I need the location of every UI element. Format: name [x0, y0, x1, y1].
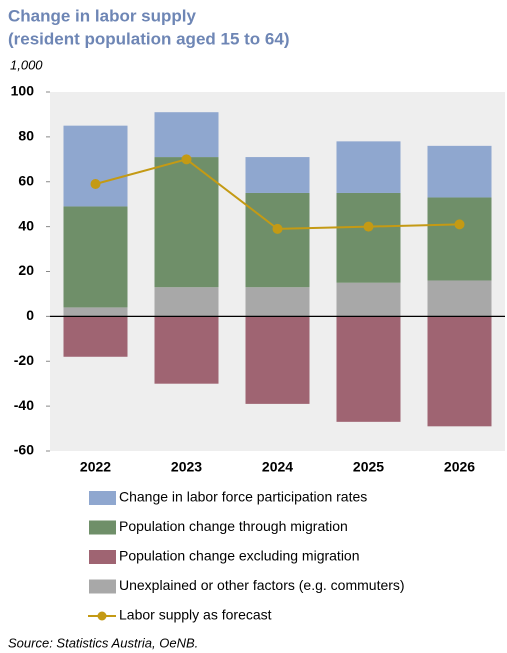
- legend-label: Population change through migration: [119, 518, 348, 534]
- y-axis-label: 1,000: [10, 57, 43, 72]
- y-tick-label: 40: [18, 217, 34, 233]
- y-tick-label: 20: [18, 262, 34, 278]
- x-tick-label: 2023: [171, 459, 202, 475]
- bar-segment: [63, 316, 128, 357]
- legend-swatch: [89, 579, 116, 594]
- bar-segment: [63, 307, 128, 317]
- bar-segment: [154, 316, 219, 384]
- line-point: [454, 219, 465, 230]
- y-tick-label: 60: [18, 172, 34, 188]
- legend-swatch: [89, 550, 116, 564]
- y-tick-label: 0: [26, 307, 34, 323]
- x-tick-label: 2024: [262, 459, 293, 475]
- chart-title: Change in labor supply: [8, 6, 197, 25]
- legend-label: Unexplained or other factors (e.g. commu…: [119, 577, 405, 593]
- bar-segment: [245, 157, 310, 193]
- bar-segment: [427, 145, 492, 198]
- legend-label: Change in labor force participation rate…: [119, 489, 367, 505]
- bar-segment: [154, 112, 219, 158]
- legend-label: Population change excluding migration: [119, 548, 360, 564]
- x-tick-label: 2026: [444, 459, 475, 475]
- bar-segment: [245, 192, 310, 288]
- legend-label: Labor supply as forecast: [119, 607, 272, 623]
- bar-segment: [427, 280, 492, 317]
- line-point: [363, 221, 374, 232]
- line-point: [272, 223, 283, 234]
- legend-swatch: [97, 611, 107, 621]
- y-tick-label: 80: [18, 128, 34, 144]
- bar-segment: [336, 282, 401, 317]
- bar-segment: [427, 316, 492, 427]
- line-point: [90, 178, 101, 189]
- bar-segment: [336, 316, 401, 422]
- bar-segment: [245, 316, 310, 404]
- y-tick-label: -20: [14, 352, 34, 368]
- chart-subtitle: (resident population aged 15 to 64): [8, 29, 289, 48]
- bar-segment: [245, 287, 310, 317]
- bar-segment: [336, 141, 401, 193]
- bar-segment: [63, 206, 128, 308]
- source: Source: Statistics Austria, OeNB.: [8, 635, 198, 650]
- line-point: [181, 154, 192, 165]
- bar-segment: [427, 197, 492, 281]
- y-tick-label: -40: [14, 397, 34, 413]
- bar-segment: [154, 287, 219, 317]
- bar-segment: [336, 192, 401, 283]
- legend-swatch: [89, 520, 116, 535]
- bar-segment: [63, 125, 128, 207]
- x-tick-label: 2025: [353, 459, 384, 475]
- bar-segment: [154, 157, 219, 288]
- legend-swatch: [89, 491, 116, 505]
- y-tick-label: -60: [14, 442, 34, 458]
- y-tick-label: 100: [11, 83, 35, 99]
- x-tick-label: 2022: [80, 459, 111, 475]
